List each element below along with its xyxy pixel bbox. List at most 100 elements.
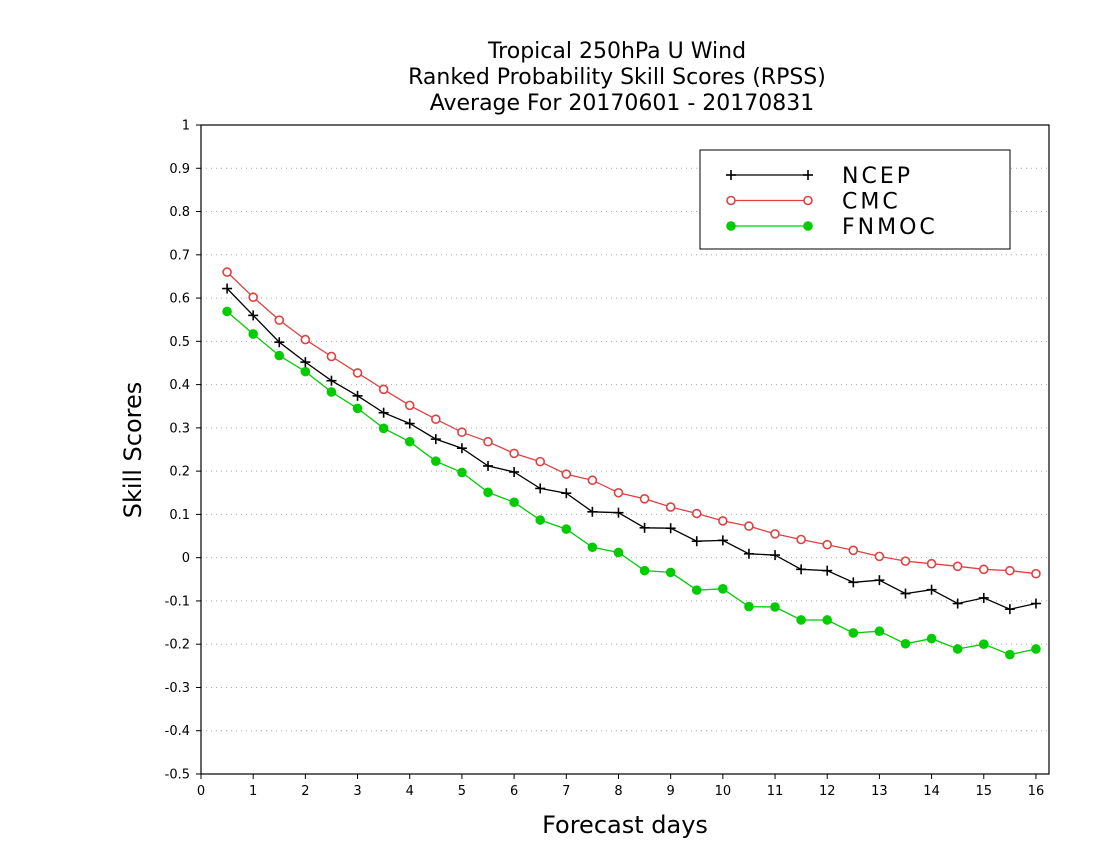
- series-cmc: [222, 267, 1041, 579]
- data-point-fnmoc: [926, 633, 937, 644]
- data-point-ncep: [770, 550, 781, 561]
- data-point-cmc: [952, 561, 963, 572]
- legend-entry-cmc: CMC: [726, 190, 901, 215]
- data-point-fnmoc: [1031, 644, 1041, 654]
- data-point-ncep: [822, 565, 833, 576]
- legend-marker-ncep: [726, 170, 736, 180]
- data-point-ncep: [900, 588, 911, 599]
- data-point-ncep: [352, 390, 363, 401]
- x-tick-label: 9: [667, 784, 675, 799]
- data-point-ncep: [456, 443, 467, 454]
- data-point-fnmoc: [613, 547, 624, 558]
- data-point-cmc: [665, 502, 676, 512]
- plot-frame: [200, 124, 1050, 775]
- data-point-cmc: [691, 508, 702, 519]
- x-tick-label: 12: [819, 784, 836, 799]
- x-tick-label: 7: [562, 784, 570, 799]
- x-tick-label: 3: [353, 784, 361, 799]
- data-point-fnmoc: [900, 638, 911, 649]
- data-point-cmc: [561, 469, 572, 479]
- data-point-ncep: [848, 577, 859, 588]
- x-tick-label: 4: [406, 784, 414, 799]
- y-tick-label: -0.2: [165, 638, 190, 653]
- data-point-ncep: [248, 310, 259, 321]
- data-point-cmc: [848, 545, 859, 556]
- y-tick-label: 0.7: [169, 248, 190, 263]
- x-tick-label: 15: [975, 784, 992, 799]
- data-point-cmc: [613, 487, 624, 498]
- y-tick-label: -0.4: [165, 724, 190, 739]
- data-point-fnmoc: [952, 644, 963, 654]
- data-point-cmc: [639, 494, 650, 504]
- data-point-fnmoc: [744, 601, 754, 612]
- data-point-ncep: [1030, 598, 1041, 609]
- data-point-cmc: [222, 267, 232, 277]
- legend-label-fnmoc: FNMOC: [842, 215, 938, 240]
- x-tick-label: 6: [510, 784, 518, 799]
- data-point-ncep: [587, 506, 598, 517]
- y-tick-label: 0.4: [169, 378, 190, 393]
- data-point-fnmoc: [796, 615, 806, 625]
- legend-box: [699, 149, 1011, 250]
- data-point-ncep: [613, 507, 624, 518]
- y-tick-label: 0.6: [169, 292, 190, 307]
- y-tick-label: 0.5: [169, 335, 190, 350]
- data-point-ncep: [561, 488, 572, 499]
- data-point-ncep: [326, 375, 337, 386]
- data-point-fnmoc: [848, 628, 859, 638]
- y-axis-ticks: -0.5 -0.4 -0.3 -0.2 -0.1 0 0.1 0.2 0.3 0.4 0.5 0.6 0…: [165, 119, 201, 783]
- x-tick-label: 5: [458, 784, 466, 799]
- data-point-cmc: [300, 334, 311, 345]
- data-point-ncep: [404, 418, 415, 429]
- series-fnmoc-line: [226, 311, 1037, 656]
- y-tick-label: 0.8: [169, 205, 190, 220]
- data-point-fnmoc: [326, 387, 337, 397]
- title-line-1: Tropical 250hPa U Wind: [487, 39, 746, 64]
- y-tick-label: 0.1: [169, 508, 190, 523]
- data-point-fnmoc: [561, 524, 572, 534]
- legend-marker-cmc: [726, 195, 736, 206]
- x-tick-label: 10: [715, 784, 732, 799]
- data-point-fnmoc: [431, 456, 441, 466]
- data-point-cmc: [483, 436, 493, 447]
- legend-label-cmc: CMC: [842, 190, 901, 215]
- data-point-fnmoc: [222, 306, 232, 317]
- data-point-cmc: [404, 400, 415, 411]
- data-point-cmc: [822, 539, 833, 550]
- y-tick-label: -0.1: [165, 594, 190, 609]
- data-point-cmc: [378, 384, 389, 395]
- y-tick-label: 0.2: [169, 465, 190, 480]
- data-point-cmc: [326, 351, 337, 362]
- legend-entry-fnmoc: FNMOC: [726, 215, 938, 240]
- data-point-fnmoc: [665, 567, 676, 578]
- data-point-ncep: [1004, 604, 1015, 615]
- data-point-fnmoc: [587, 542, 598, 553]
- data-point-fnmoc: [639, 565, 650, 576]
- x-axis-title: Forecast days: [542, 811, 708, 839]
- data-point-ncep: [509, 466, 520, 477]
- y-tick-label: 0.9: [169, 162, 190, 177]
- y-tick-label: -0.3: [165, 681, 190, 696]
- data-point-cmc: [248, 292, 258, 303]
- data-point-ncep: [952, 598, 963, 609]
- x-tick-label: 0: [197, 784, 205, 799]
- data-point-cmc: [587, 475, 598, 486]
- y-axis-title: Skill Scores: [119, 382, 147, 519]
- x-tick-label: 8: [614, 784, 622, 799]
- data-point-fnmoc: [978, 639, 989, 649]
- data-point-cmc: [770, 529, 780, 539]
- data-point-ncep: [926, 584, 937, 595]
- series-ncep-line: [226, 288, 1037, 610]
- x-tick-label: 13: [871, 784, 888, 799]
- data-point-ncep: [665, 523, 676, 534]
- data-point-cmc: [718, 516, 728, 526]
- data-point-ncep: [717, 535, 728, 546]
- data-point-cmc: [874, 551, 885, 562]
- data-point-fnmoc: [378, 423, 389, 434]
- data-point-cmc: [978, 564, 989, 575]
- y-tick-label: 0.3: [169, 421, 190, 436]
- data-point-cmc: [352, 368, 363, 378]
- data-point-cmc: [1005, 565, 1015, 576]
